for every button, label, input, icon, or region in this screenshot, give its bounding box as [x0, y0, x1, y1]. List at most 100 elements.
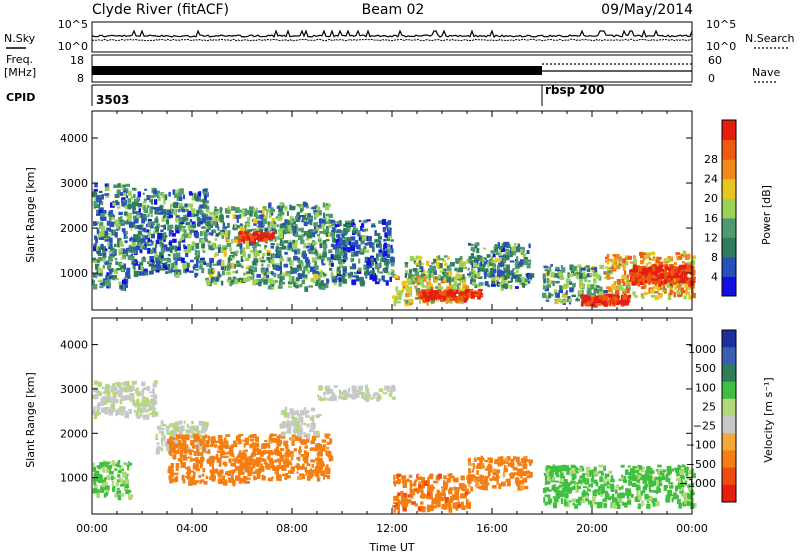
- data-cell: [261, 443, 266, 450]
- data-cell: [165, 271, 169, 274]
- data-cell: [422, 297, 426, 303]
- data-cell: [272, 264, 277, 270]
- data-cell: [436, 256, 439, 262]
- data-cell: [451, 494, 457, 500]
- data-cell: [185, 475, 191, 478]
- data-cell: [199, 204, 204, 209]
- data-cell: [472, 262, 478, 268]
- data-cell: [297, 235, 303, 241]
- data-cell: [245, 272, 249, 275]
- data-cell: [208, 262, 212, 268]
- data-cell: [301, 429, 304, 435]
- data-cell: [630, 494, 634, 498]
- data-cell: [433, 480, 439, 484]
- data-cell: [233, 469, 236, 474]
- data-cell: [260, 271, 265, 275]
- data-cell: [110, 247, 115, 251]
- data-cell: [590, 504, 594, 508]
- data-cell: [466, 258, 470, 264]
- data-cell: [342, 252, 348, 259]
- data-cell: [546, 269, 550, 276]
- data-cell: [350, 257, 353, 263]
- data-cell: [442, 276, 447, 282]
- data-cell: [618, 256, 622, 262]
- data-cell: [236, 225, 240, 228]
- data-cell: [176, 256, 182, 261]
- data-cell: [262, 458, 267, 462]
- data-cell: [187, 244, 192, 250]
- data-cell: [345, 239, 349, 245]
- data-cell: [176, 423, 179, 429]
- data-cell: [266, 264, 271, 268]
- data-cell: [179, 221, 185, 224]
- data-cell: [431, 265, 437, 272]
- data-cell: [238, 230, 243, 235]
- data-cell: [247, 265, 250, 269]
- data-cell: [344, 220, 350, 224]
- data-cell: [191, 421, 194, 425]
- data-cell: [127, 204, 132, 210]
- data-cell: [308, 233, 313, 239]
- data-cell: [227, 264, 232, 269]
- data-cell: [458, 274, 463, 278]
- data-cell: [191, 444, 196, 449]
- data-cell: [133, 193, 136, 198]
- data-cell: [269, 227, 274, 232]
- data-cell: [290, 206, 296, 211]
- data-cell: [308, 470, 312, 474]
- data-cell: [416, 292, 419, 297]
- data-cell: [100, 475, 103, 480]
- data-cell: [580, 301, 584, 307]
- data-cell: [119, 192, 125, 196]
- data-cell: [510, 270, 514, 274]
- data-cell: [258, 221, 263, 228]
- data-cell: [559, 285, 563, 291]
- data-cell: [439, 263, 443, 269]
- data-cell: [503, 274, 508, 280]
- data-cell: [501, 255, 506, 258]
- data-cell: [103, 493, 107, 498]
- data-cell: [324, 474, 328, 478]
- data-cell: [331, 276, 335, 280]
- data-cell: [166, 431, 170, 436]
- data-cell: [104, 395, 107, 399]
- data-cell: [316, 275, 321, 281]
- data-cell: [343, 223, 346, 227]
- data-cell: [281, 465, 284, 471]
- data-cell: [383, 238, 387, 242]
- data-cell: [443, 505, 448, 510]
- data-cell: [676, 257, 681, 261]
- data-cell: [289, 279, 294, 284]
- data-cell: [349, 266, 354, 270]
- data-cell: [384, 260, 389, 266]
- data-cell: [200, 221, 203, 225]
- data-cell: [472, 256, 476, 260]
- data-cell: [388, 220, 392, 225]
- data-cell: [494, 460, 499, 464]
- data-cell: [244, 211, 247, 217]
- data-cell: [144, 268, 148, 272]
- data-cell: [240, 464, 245, 471]
- data-cell: [383, 250, 388, 257]
- data-cell: [448, 498, 453, 503]
- data-cell: [256, 459, 261, 463]
- data-cell: [92, 488, 98, 494]
- data-cell: [289, 276, 295, 282]
- cpid-label: CPID: [6, 91, 35, 104]
- data-cell: [214, 440, 220, 444]
- data-cell: [174, 246, 178, 252]
- data-cell: [679, 264, 684, 270]
- data-cell: [443, 480, 446, 487]
- data-cell: [115, 391, 119, 395]
- data-cell: [431, 293, 436, 298]
- data-cell: [104, 193, 110, 197]
- data-cell: [667, 278, 671, 281]
- data-cell: [276, 451, 282, 457]
- data-cell: [169, 245, 175, 250]
- data-cell: [554, 480, 559, 483]
- data-cell: [489, 465, 493, 470]
- data-cell: [247, 477, 251, 480]
- data-cell: [200, 199, 204, 203]
- data-cell: [255, 237, 259, 240]
- data-cell: [583, 278, 588, 282]
